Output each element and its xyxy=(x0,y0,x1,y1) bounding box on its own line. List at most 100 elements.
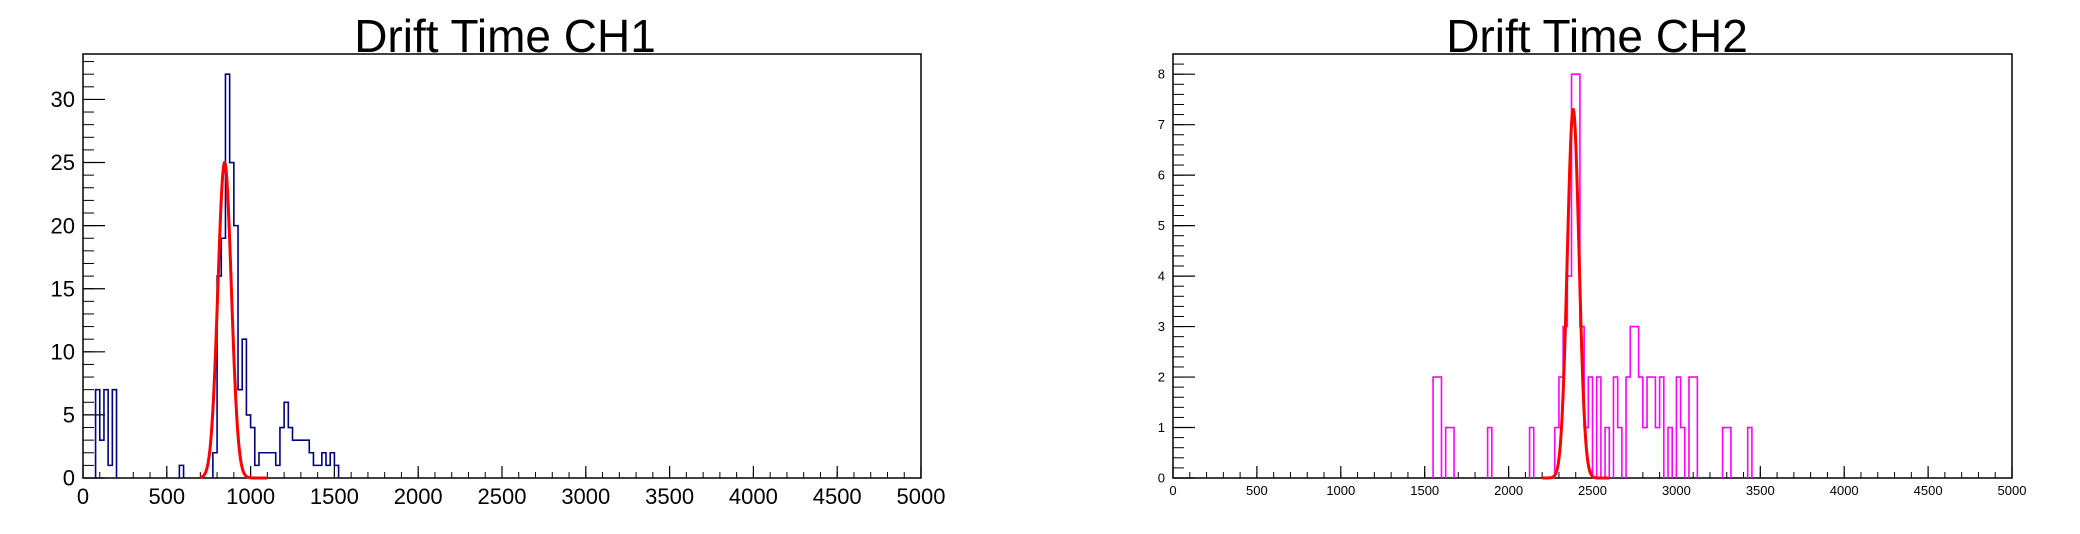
histogram-bin xyxy=(1446,428,1450,478)
histogram-bin xyxy=(1723,428,1727,478)
x-tick-label: 5000 xyxy=(1998,483,2027,498)
histogram-bin xyxy=(213,453,217,478)
fit-curve xyxy=(1542,108,1610,480)
x-tick-label: 1500 xyxy=(1410,483,1439,498)
histogram-bin xyxy=(305,440,309,478)
x-tick-label: 500 xyxy=(148,484,185,509)
y-tick-label: 2 xyxy=(1158,370,1165,385)
histogram-bin xyxy=(242,339,246,478)
histogram-bin xyxy=(1748,428,1752,478)
histogram-bin xyxy=(1668,428,1672,478)
histogram-bin xyxy=(96,390,100,478)
y-tick-label: 15 xyxy=(51,276,75,301)
histogram-bin xyxy=(1634,327,1638,478)
x-tick-label: 500 xyxy=(1246,483,1268,498)
histogram-bin xyxy=(276,465,280,478)
x-tick-label: 2000 xyxy=(394,484,443,509)
y-tick-label: 1 xyxy=(1158,420,1165,435)
histogram-bin xyxy=(108,465,112,478)
histogram-outline xyxy=(1432,73,1753,478)
histogram-bin xyxy=(259,453,263,478)
x-axis-ch2: 0 500 1000 1500 2000 2500 3000 3500 4000 4500 5000 xyxy=(1169,466,2026,498)
y-tick-label: 7 xyxy=(1158,117,1165,132)
histogram-bin xyxy=(272,453,276,478)
histogram-bin xyxy=(313,465,317,478)
histogram-outline xyxy=(94,73,340,478)
x-tick-label: 0 xyxy=(1169,483,1176,498)
x-tick-label: 4000 xyxy=(729,484,778,509)
y-tick-label: 4 xyxy=(1158,269,1165,284)
histogram-bin xyxy=(1450,428,1454,478)
y-axis-ch2: 0 1 2 3 4 5 6 7 8 xyxy=(1158,53,1195,486)
histogram-bin xyxy=(1639,377,1643,478)
histogram-bin xyxy=(1437,377,1441,478)
x-tick-label: 4500 xyxy=(1914,483,1943,498)
y-tick-label: 0 xyxy=(1158,471,1165,486)
histogram-ch1 xyxy=(94,73,340,478)
histogram-bin xyxy=(255,465,259,478)
x-tick-label: 3500 xyxy=(1746,483,1775,498)
histogram-bin xyxy=(1647,377,1651,478)
x-tick-label: 1500 xyxy=(310,484,359,509)
x-tick-label: 3500 xyxy=(645,484,694,509)
histogram-bin xyxy=(309,453,313,478)
histogram-bin xyxy=(330,453,334,478)
x-tick-label: 1000 xyxy=(226,484,275,509)
y-axis-ch1: 0 5 10 15 20 25 30 xyxy=(51,61,105,491)
histogram-bin xyxy=(1530,428,1534,478)
histogram-bin xyxy=(1597,377,1601,478)
histogram-bin xyxy=(1676,377,1680,478)
histogram-bin xyxy=(1689,377,1693,478)
x-tick-label: 3000 xyxy=(561,484,610,509)
x-tick-label: 5000 xyxy=(897,484,946,509)
histogram-bin xyxy=(1643,428,1647,478)
histogram-bin xyxy=(1488,428,1492,478)
histogram-bin xyxy=(1681,428,1685,478)
histogram-bin xyxy=(1655,428,1659,478)
histogram-bin xyxy=(1613,377,1617,478)
histogram-bin xyxy=(293,440,297,478)
histogram-bin xyxy=(104,390,108,478)
histogram-bin xyxy=(1567,276,1571,478)
x-axis-ch1: 0 500 1000 1500 2000 2500 3000 3500 4000 4500 5000 xyxy=(77,466,946,509)
histogram-bin xyxy=(334,465,338,478)
y-tick-label: 10 xyxy=(51,340,75,365)
histogram-bin xyxy=(1605,428,1609,478)
histogram-bin xyxy=(263,453,267,478)
x-tick-label: 2000 xyxy=(1494,483,1523,498)
histogram-bin xyxy=(1630,327,1634,478)
gaussian-fit-ch1 xyxy=(199,161,268,480)
x-tick-label: 1000 xyxy=(1326,483,1355,498)
y-tick-label: 25 xyxy=(51,150,75,175)
histogram-bin xyxy=(1626,377,1630,478)
y-tick-label: 6 xyxy=(1158,168,1165,183)
histogram-bin xyxy=(246,415,250,478)
x-tick-label: 3000 xyxy=(1662,483,1691,498)
fit-curve xyxy=(199,161,268,480)
histogram-bin xyxy=(1433,377,1437,478)
y-tick-label: 30 xyxy=(51,87,75,112)
histogram-ch2 xyxy=(1432,73,1753,478)
histogram-bin xyxy=(326,465,330,478)
histogram-bin xyxy=(288,428,292,478)
histogram-bin xyxy=(284,402,288,478)
histogram-bin xyxy=(267,453,271,478)
y-tick-label: 5 xyxy=(1158,218,1165,233)
x-tick-label: 2500 xyxy=(478,484,527,509)
histogram-bin xyxy=(1618,428,1622,478)
x-tick-label: 4500 xyxy=(813,484,862,509)
histogram-bin xyxy=(100,440,104,478)
histogram-bin xyxy=(1660,377,1664,478)
histogram-bin xyxy=(1693,377,1697,478)
y-tick-label: 0 xyxy=(63,466,75,491)
histogram-bin xyxy=(301,440,305,478)
gaussian-fit-ch2 xyxy=(1542,108,1610,480)
x-tick-label: 2500 xyxy=(1578,483,1607,498)
histogram-bin xyxy=(179,465,183,478)
y-tick-label: 20 xyxy=(51,213,75,238)
histogram-bin xyxy=(322,453,326,478)
histogram-bin xyxy=(225,74,229,478)
